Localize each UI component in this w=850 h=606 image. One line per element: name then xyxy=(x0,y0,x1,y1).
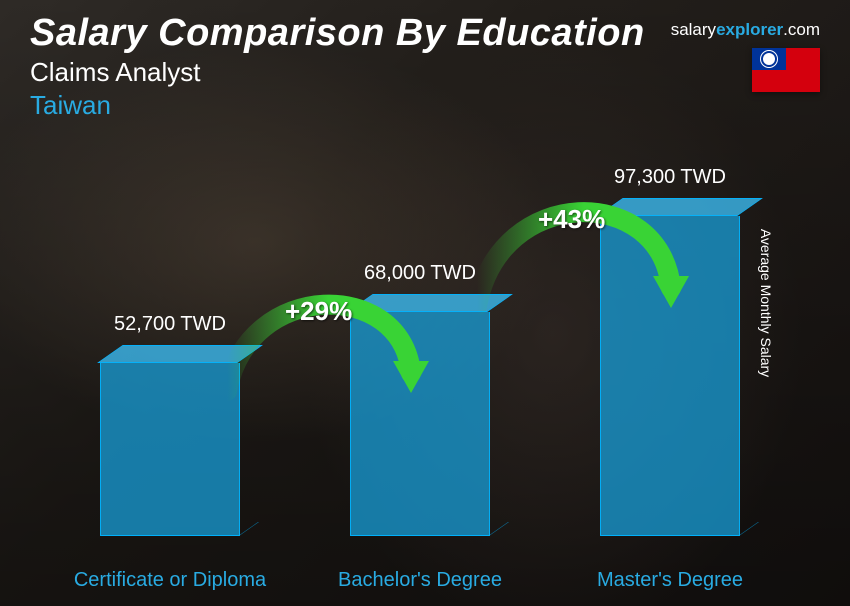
bar-bottom-edge xyxy=(101,522,259,536)
subtitle: Claims Analyst xyxy=(30,57,645,88)
bar-bottom-edge xyxy=(601,522,759,536)
category-label-0: Certificate or Diploma xyxy=(70,568,270,592)
watermark-prefix: salary xyxy=(671,20,716,39)
percent-increase-label-1: +43% xyxy=(538,204,605,235)
flag-sun-icon xyxy=(763,53,775,65)
category-label-1: Bachelor's Degree xyxy=(320,568,520,592)
percent-increase-label-0: +29% xyxy=(285,296,352,327)
watermark-mid: explorer xyxy=(716,20,783,39)
increase-arc-0 xyxy=(215,271,435,401)
title-block: Salary Comparison By Education Claims An… xyxy=(30,12,645,121)
increase-arc-1 xyxy=(465,176,695,316)
watermark-suffix: .com xyxy=(783,20,820,39)
watermark: salaryexplorer.com xyxy=(671,20,820,40)
flag-taiwan xyxy=(752,48,820,92)
bar-chart: 52,700 TWDCertificate or Diploma68,000 T… xyxy=(70,156,790,596)
bar-value-label: 52,700 TWD xyxy=(114,313,226,336)
bar-bottom-edge xyxy=(351,522,509,536)
region: Taiwan xyxy=(30,90,645,121)
main-title: Salary Comparison By Education xyxy=(30,12,645,55)
category-label-2: Master's Degree xyxy=(570,568,770,592)
flag-canton xyxy=(752,48,786,70)
